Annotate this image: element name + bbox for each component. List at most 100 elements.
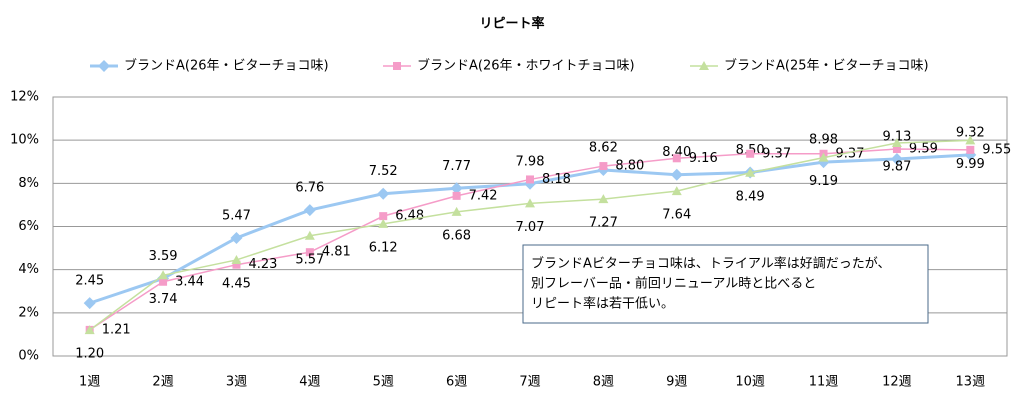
marker <box>232 260 241 269</box>
x-tick-label: 11週 <box>809 375 839 390</box>
data-label: 9.59 <box>909 142 938 157</box>
y-tick-label: 8% <box>18 176 39 191</box>
x-tick-label: 12週 <box>882 375 912 390</box>
x-tick-label: 5週 <box>373 375 394 390</box>
chart-title: リピート率 <box>479 16 544 32</box>
data-label: 9.37 <box>762 146 791 161</box>
data-label: 3.44 <box>175 274 204 289</box>
marker <box>699 61 709 70</box>
data-label: 9.32 <box>956 125 985 140</box>
marker <box>393 62 401 70</box>
marker <box>98 60 110 72</box>
data-label: 8.80 <box>615 159 644 174</box>
y-tick-label: 12% <box>10 90 39 105</box>
marker <box>890 152 903 165</box>
data-label: 5.57 <box>295 252 324 267</box>
marker <box>965 135 976 145</box>
marker <box>451 206 462 216</box>
data-label: 9.19 <box>809 174 838 189</box>
x-tick-label: 1週 <box>79 375 100 390</box>
data-label: 4.23 <box>248 257 277 272</box>
data-label: 7.42 <box>469 188 498 203</box>
data-label: 9.13 <box>882 129 911 144</box>
data-label: 6.68 <box>442 228 471 243</box>
data-label: 9.16 <box>689 151 718 166</box>
marker <box>450 182 463 195</box>
marker <box>230 231 243 244</box>
annotation-box <box>522 244 929 324</box>
marker <box>231 254 242 264</box>
x-tick-label: 8週 <box>593 375 614 390</box>
y-tick-label: 2% <box>18 305 39 320</box>
data-label: 7.98 <box>516 154 545 169</box>
annotation-text: リピート率は若干低い。 <box>531 296 674 312</box>
data-label: 8.49 <box>736 189 765 204</box>
marker <box>745 167 756 177</box>
marker <box>892 145 901 154</box>
data-label: 7.77 <box>442 159 471 174</box>
marker <box>305 248 314 257</box>
data-label: 9.37 <box>836 146 865 161</box>
marker <box>966 145 975 154</box>
marker <box>672 154 681 163</box>
marker <box>452 191 461 200</box>
data-label: 8.40 <box>662 145 691 160</box>
marker <box>378 218 389 228</box>
x-tick-label: 9週 <box>666 375 687 390</box>
data-label: 6.12 <box>369 240 398 255</box>
marker <box>818 152 829 162</box>
data-label: 4.45 <box>222 276 251 291</box>
data-label: 4.81 <box>322 245 351 260</box>
data-label: 7.07 <box>516 220 545 235</box>
x-tick-label: 7週 <box>519 375 540 390</box>
x-tick-label: 13週 <box>956 375 986 390</box>
data-label: 1.20 <box>75 347 104 362</box>
annotation-text: ブランドAビターチョコ味は、トライアル率は好調だったが、 <box>531 256 891 272</box>
data-label: 7.27 <box>589 216 618 231</box>
data-label: 9.55 <box>982 142 1011 157</box>
data-label: 6.48 <box>395 209 424 224</box>
marker <box>379 212 388 221</box>
x-tick-label: 4週 <box>299 375 320 390</box>
data-label: 9.99 <box>956 157 985 172</box>
annotation-text: 別フレーバー品・前回リニューアル時と比べると <box>531 276 816 292</box>
marker <box>84 325 95 335</box>
data-label: 8.18 <box>542 172 571 187</box>
marker <box>670 168 683 181</box>
marker <box>158 270 169 280</box>
y-tick-label: 4% <box>18 262 39 277</box>
x-tick-label: 2週 <box>152 375 173 390</box>
data-label: 8.62 <box>589 140 618 155</box>
data-label: 8.98 <box>809 133 838 148</box>
marker <box>83 297 96 310</box>
data-label: 7.64 <box>662 208 691 223</box>
marker <box>525 198 535 208</box>
marker <box>891 137 902 147</box>
y-tick-label: 6% <box>18 219 39 234</box>
x-tick-label: 3週 <box>226 375 247 390</box>
marker <box>671 186 682 196</box>
data-label: 1.21 <box>102 322 131 337</box>
marker <box>377 187 390 200</box>
legend-label: ブランドA(26年・ビターチョコ味) <box>124 58 329 74</box>
data-label: 6.76 <box>295 181 324 196</box>
y-tick-label: 10% <box>10 133 39 148</box>
data-label: 5.47 <box>222 208 251 223</box>
data-label: 3.59 <box>149 249 178 264</box>
marker <box>746 149 755 158</box>
y-tick-label: 0% <box>18 349 39 364</box>
data-label: 7.52 <box>369 164 398 179</box>
data-label: 9.87 <box>882 159 911 174</box>
marker <box>599 162 608 171</box>
marker <box>526 175 534 184</box>
legend-label: ブランドA(25年・ビターチョコ味) <box>724 58 929 74</box>
legend-label: ブランドA(26年・ホワイトチョコ味) <box>417 58 635 74</box>
x-tick-label: 10週 <box>735 375 765 390</box>
data-label: 2.45 <box>75 274 104 289</box>
x-tick-label: 6週 <box>446 375 467 390</box>
data-label: 3.74 <box>149 292 178 307</box>
marker <box>304 230 315 240</box>
marker <box>159 277 168 286</box>
marker <box>598 194 609 204</box>
